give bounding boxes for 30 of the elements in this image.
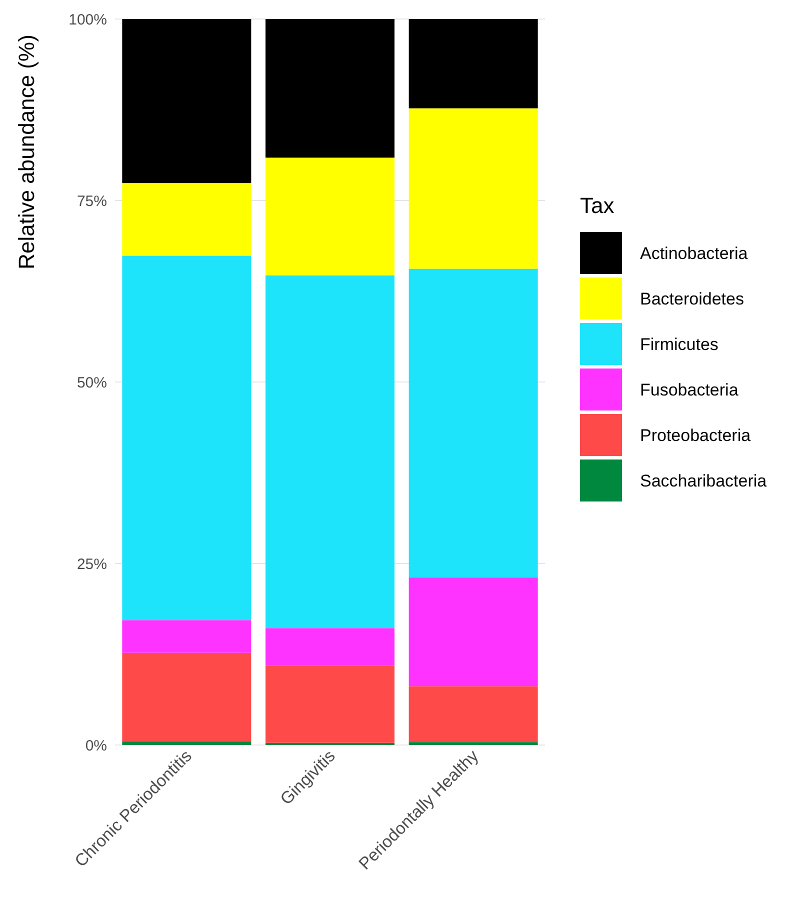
y-tick-label: 75% bbox=[76, 192, 107, 210]
bar bbox=[266, 19, 394, 158]
y-tick-label: 25% bbox=[76, 556, 107, 573]
bar bbox=[266, 666, 394, 743]
bar bbox=[408, 686, 538, 742]
bar bbox=[122, 652, 252, 742]
bar bbox=[408, 577, 538, 686]
text: Actinobacteria bbox=[640, 244, 748, 263]
bar bbox=[266, 275, 394, 628]
legend-title: Tax bbox=[580, 193, 614, 218]
text: Bacteroidetes bbox=[640, 289, 744, 308]
text: Fusobacteria bbox=[640, 380, 739, 400]
y-tick-label: 0% bbox=[85, 737, 107, 754]
text: Proteobacteria bbox=[640, 426, 752, 445]
bar bbox=[122, 256, 252, 620]
bar bbox=[122, 620, 252, 653]
text: Firmicutes bbox=[640, 334, 718, 354]
bar bbox=[408, 108, 538, 269]
bar bbox=[122, 741, 252, 745]
bar bbox=[266, 158, 394, 276]
bar bbox=[408, 742, 538, 745]
bar bbox=[408, 19, 538, 108]
y-tick-label: 50% bbox=[76, 374, 107, 392]
bar bbox=[122, 183, 252, 256]
bar bbox=[408, 268, 538, 578]
text: Saccharibacteria bbox=[640, 471, 768, 490]
bar bbox=[122, 19, 252, 184]
bar bbox=[266, 628, 394, 666]
y-axis-title: Relative abundance (%) bbox=[14, 34, 39, 270]
y-tick-label: 100% bbox=[68, 11, 107, 28]
